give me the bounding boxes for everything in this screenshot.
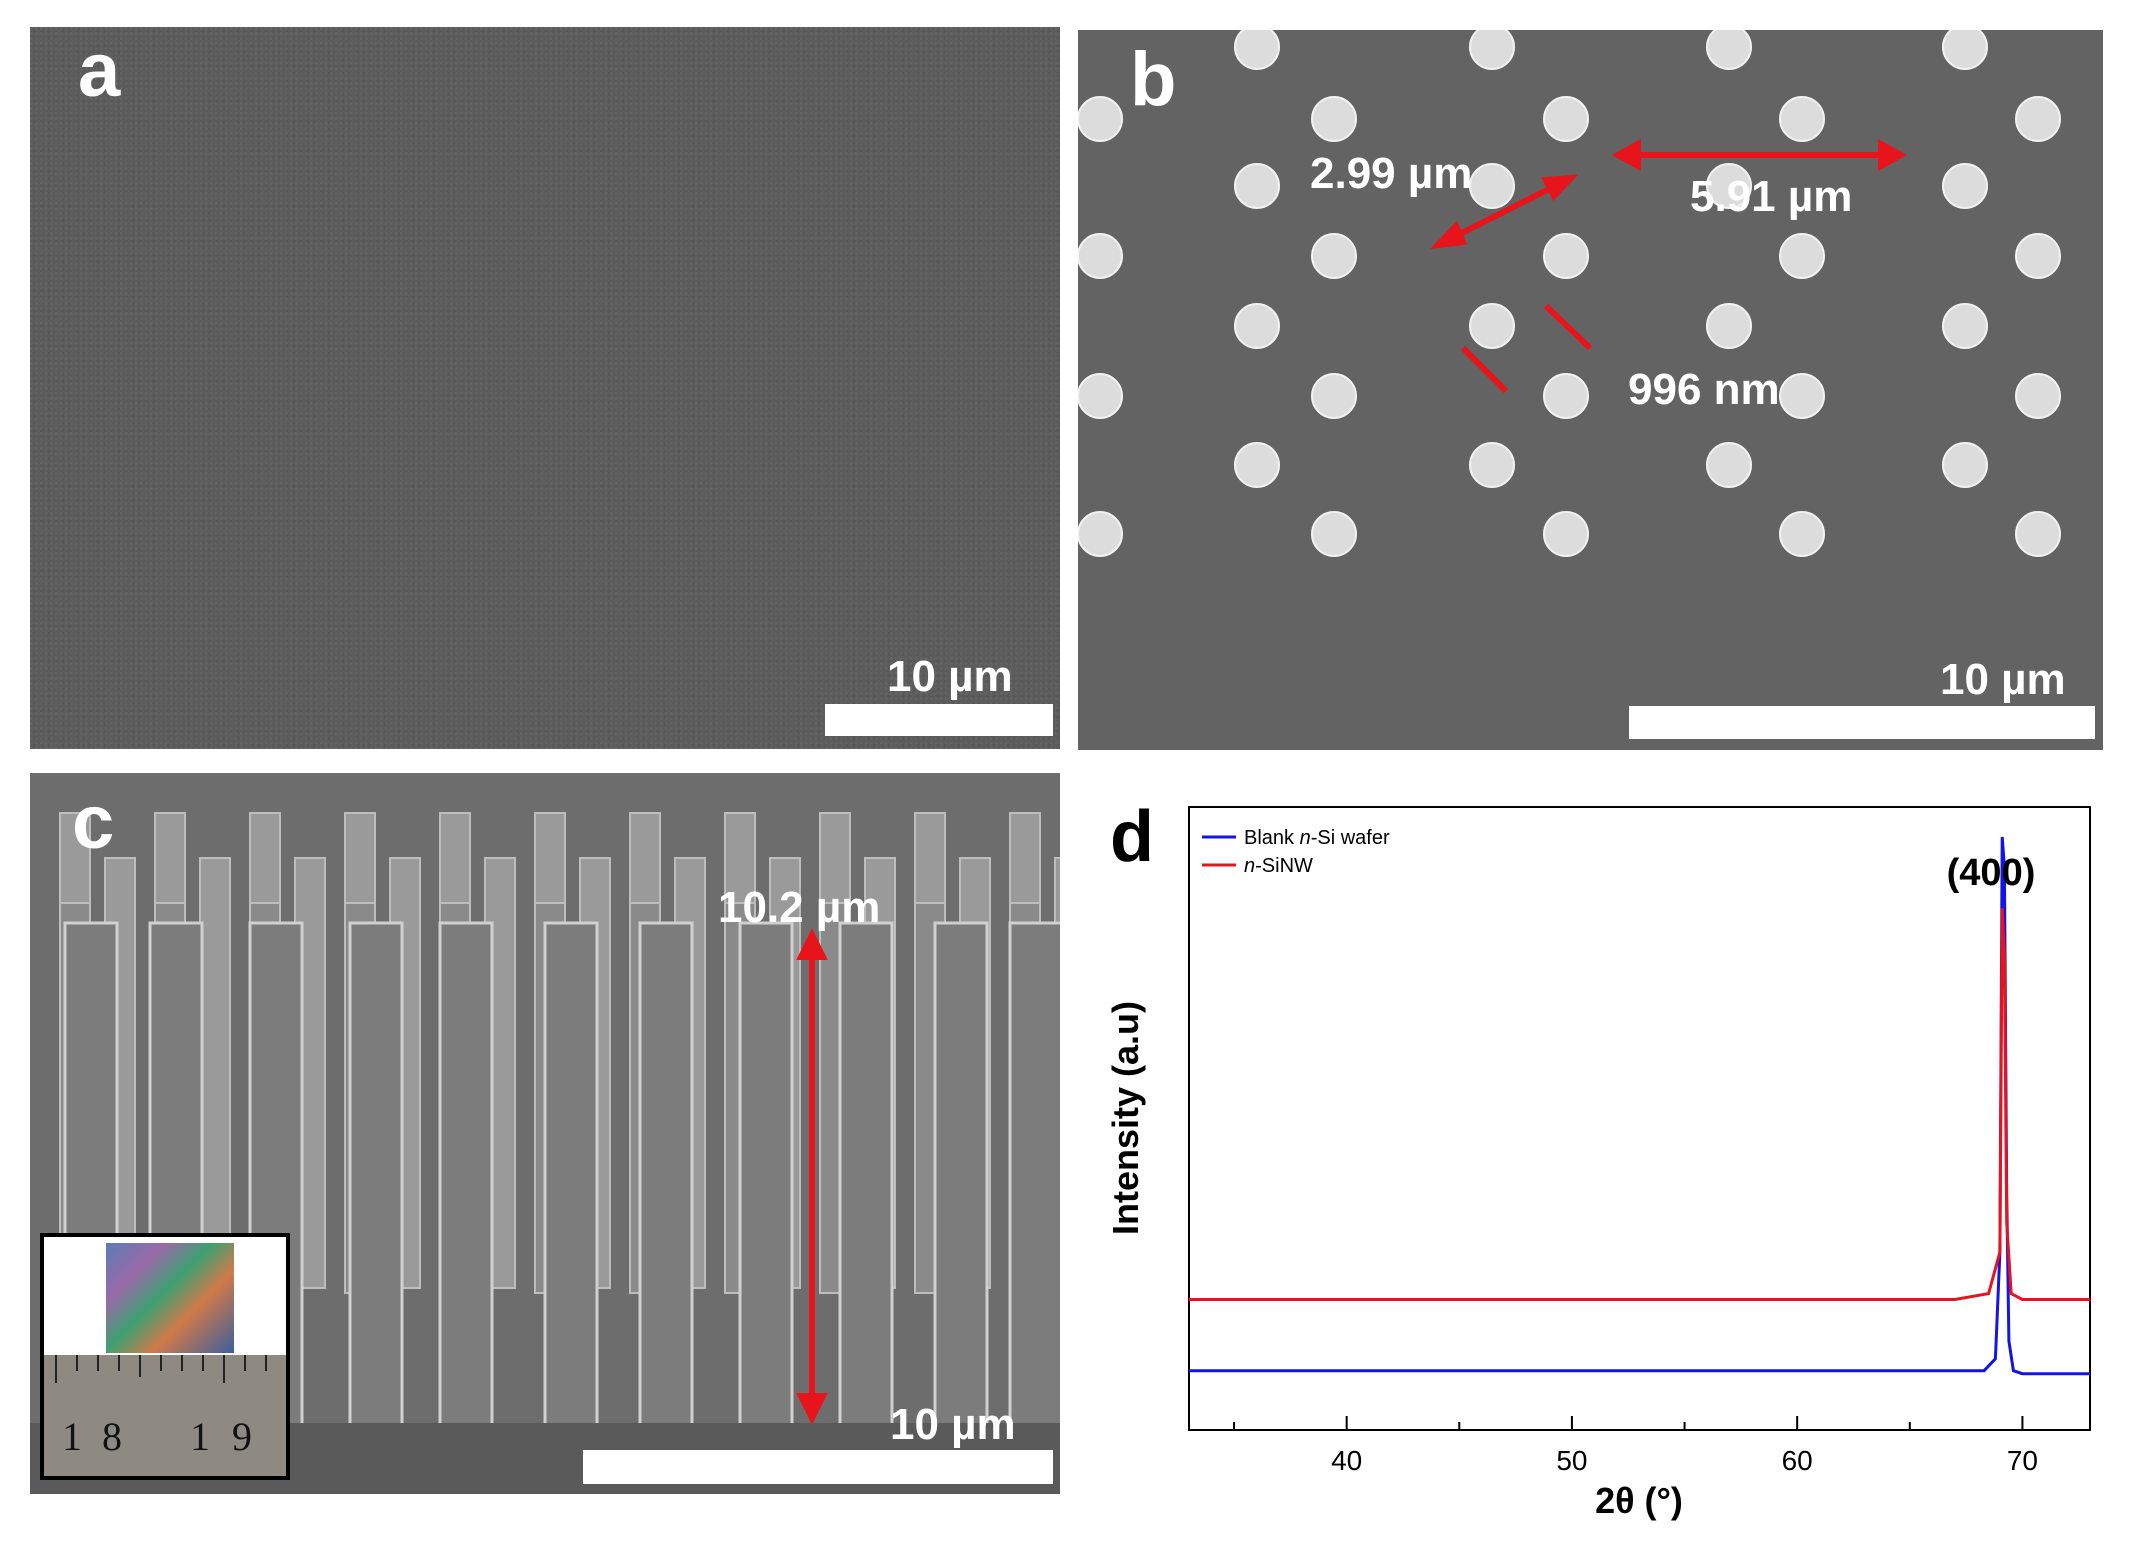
nanowire-front-4 xyxy=(438,921,494,1435)
pitch-diagonal-label: 2.99 µm xyxy=(1310,149,1473,198)
nanodot-1-1 xyxy=(1311,96,1357,142)
x-tick-label-40: 40 xyxy=(1331,1445,1362,1476)
nanodot-6-2 xyxy=(1706,442,1752,488)
legend-label-blank: Blank n-Si wafer xyxy=(1244,827,1390,849)
nanodot-3-1 xyxy=(1311,233,1357,279)
nanodot-4-0 xyxy=(1234,303,1280,349)
panel-label-c: c xyxy=(72,780,115,865)
scale-bar-a xyxy=(825,704,1053,736)
nanodot-4-1 xyxy=(1469,303,1515,349)
nanodot-2-1 xyxy=(1469,163,1515,209)
diameter-marker-bottom xyxy=(1460,345,1509,394)
nanodot-2-3 xyxy=(1942,163,1988,209)
nanodot-5-1 xyxy=(1311,373,1357,419)
nanodot-1-4 xyxy=(2015,96,2061,142)
series-line-1 xyxy=(1189,908,2090,1301)
series-group xyxy=(1189,836,2090,1376)
scale-bar-c xyxy=(583,1450,1053,1484)
nanodot-7-3 xyxy=(1779,511,1825,557)
legend: Blank n-Si wafer n-SiNW xyxy=(1202,827,1390,877)
peak-annotation: (400) xyxy=(1947,852,2036,894)
nanodot-3-0 xyxy=(1078,233,1123,279)
sem-panel-b: b 2.99 µm 5.91 µm 996 nm 10 µm xyxy=(1078,30,2103,750)
nanodot-0-2 xyxy=(1706,30,1752,70)
nanodot-7-1 xyxy=(1311,511,1357,557)
horizontal-arrow-head-end xyxy=(1878,138,1908,172)
sample-photo-inset: 1 8 1 9 xyxy=(40,1233,290,1480)
nanodot-1-0 xyxy=(1078,96,1123,142)
panel-label-d: d xyxy=(1110,797,1154,877)
nanodot-1-2 xyxy=(1543,96,1589,142)
nanodot-5-4 xyxy=(2015,373,2061,419)
x-tick-label-60: 60 xyxy=(1782,1445,1813,1476)
x-tick-label-70: 70 xyxy=(2007,1445,2038,1476)
diagonal-arrow-head-start xyxy=(1430,220,1468,249)
height-arrow xyxy=(796,928,828,1425)
nanodot-3-3 xyxy=(1779,233,1825,279)
dot-diameter-label: 996 nm xyxy=(1628,365,1780,414)
x-axis-label: 2θ (°) xyxy=(1595,1480,1683,1521)
nanodot-6-3 xyxy=(1942,442,1988,488)
nanowire-front-3 xyxy=(348,921,404,1435)
nanodot-7-2 xyxy=(1543,511,1589,557)
nanodot-4-3 xyxy=(1942,303,1988,349)
ruler-digit-8: 8 xyxy=(102,1414,122,1459)
diagonal-arrow-line xyxy=(1446,180,1563,243)
nanowire-front-6 xyxy=(638,921,694,1435)
nanowire-front-10 xyxy=(1008,921,1060,1435)
nanowire-front-7 xyxy=(738,921,794,1435)
nanodot-7-4 xyxy=(2015,511,2061,557)
nanodot-array xyxy=(1078,30,2061,557)
nanodot-5-0 xyxy=(1078,373,1123,419)
sem-panel-a: a 10 µm xyxy=(30,27,1060,749)
nanodot-4-2 xyxy=(1706,303,1752,349)
sem-panel-c: c 10.2 µm 1 8 1 9 xyxy=(30,773,1060,1494)
series-line-0 xyxy=(1189,836,2090,1376)
scale-bar-b xyxy=(1629,706,2095,739)
x-ticks-group: 40 50 60 70 xyxy=(1233,1416,2038,1476)
panel-label-a: a xyxy=(78,28,121,113)
y-axis-label: Intensity (a.u) xyxy=(1105,1001,1146,1235)
nanodot-3-4 xyxy=(2015,233,2061,279)
diagonal-arrow-head-end xyxy=(1541,174,1579,202)
nanodot-0-1 xyxy=(1469,30,1515,70)
ruler-digit-9: 9 xyxy=(232,1414,252,1459)
ruler-digit-1: 1 xyxy=(62,1414,82,1459)
ruler-ticks xyxy=(55,1355,267,1383)
nanodot-0-3 xyxy=(1942,30,1988,70)
measurement-arrows xyxy=(1430,138,1908,394)
nanodot-0-0 xyxy=(1234,30,1280,70)
scale-bar-label-c: 10 µm xyxy=(890,1400,1016,1449)
nanowire-height-label: 10.2 µm xyxy=(718,883,881,932)
nanodot-2-0 xyxy=(1234,163,1280,209)
panel-label-b: b xyxy=(1130,37,1177,122)
nanodot-6-0 xyxy=(1234,442,1280,488)
legend-label-sinw: n-SiNW xyxy=(1244,855,1313,877)
nanodot-2-2 xyxy=(1706,163,1752,209)
ruler-digit-1b: 1 xyxy=(190,1414,210,1459)
nanodot-5-3 xyxy=(1779,373,1825,419)
plot-frame xyxy=(1188,806,2091,1431)
xrd-panel-d: d 40 50 60 70 Blank n-Si wafer n-SiNW (400)… xyxy=(1078,773,2118,1533)
x-tick-label-50: 50 xyxy=(1556,1445,1587,1476)
nanodot-6-1 xyxy=(1469,442,1515,488)
diameter-marker-top xyxy=(1543,303,1593,351)
ruler: 1 8 1 9 xyxy=(44,1355,286,1476)
nanowire-front-5 xyxy=(543,921,599,1435)
scale-bar-label-a: 10 µm xyxy=(887,652,1013,701)
xrd-chart: 40 50 60 70 Blank n-Si wafer n-SiNW (400) I… xyxy=(1105,806,2091,1521)
nanodot-7-0 xyxy=(1078,511,1123,557)
scale-bar-label-b: 10 µm xyxy=(1940,655,2066,704)
sample-photo xyxy=(106,1243,234,1353)
nanodot-1-3 xyxy=(1779,96,1825,142)
nanodot-5-2 xyxy=(1543,373,1589,419)
horizontal-arrow-head-start xyxy=(1611,138,1641,172)
pitch-horizontal-label: 5.91 µm xyxy=(1690,172,1853,221)
nanodot-3-2 xyxy=(1543,233,1589,279)
